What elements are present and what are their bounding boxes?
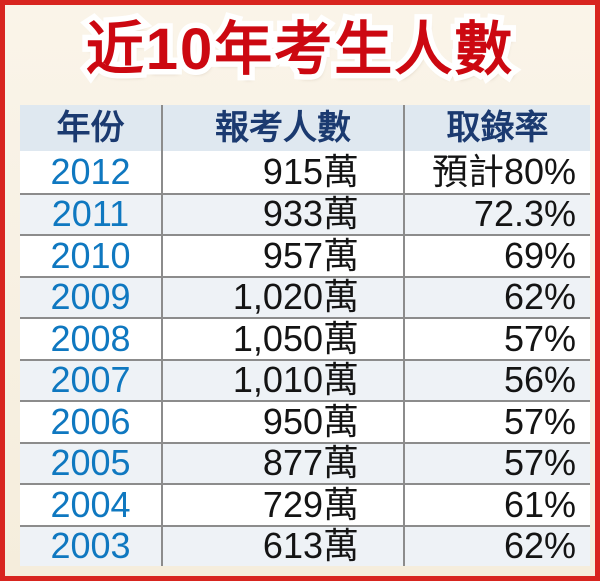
- applicants-cell: 957萬: [163, 236, 405, 276]
- table-row: 2009 1,020萬 62%: [20, 275, 590, 318]
- header-applicants: 報考人數: [163, 105, 405, 151]
- year-cell: 2010: [20, 236, 163, 276]
- candidates-table: 年份 報考人數 取錄率 2012 915萬 預計80% 2011 933萬 72…: [20, 105, 590, 566]
- applicants-cell: 613萬: [163, 526, 405, 566]
- page-title: 近10年考生人數: [5, 11, 595, 90]
- year-cell: 2004: [20, 485, 163, 525]
- applicants-cell: 877萬: [163, 443, 405, 483]
- year-cell: 2009: [20, 277, 163, 317]
- applicants-cell: 933萬: [163, 194, 405, 234]
- year-cell: 2003: [20, 526, 163, 566]
- table-row: 2010 957萬 69%: [20, 234, 590, 276]
- year-cell: 2012: [20, 151, 163, 193]
- applicants-cell: 1,020萬: [163, 277, 405, 317]
- year-cell: 2006: [20, 402, 163, 442]
- rate-cell: 61%: [503, 483, 576, 525]
- header-year: 年份: [20, 105, 163, 151]
- table-row: 2012 915萬 預計80%: [20, 151, 590, 193]
- table-row: 2008 1,050萬 57%: [20, 317, 590, 359]
- rate-cell: 56%: [503, 359, 576, 401]
- table-header-row: 年份 報考人數 取錄率: [20, 105, 590, 151]
- rate-cell: 62%: [503, 525, 576, 567]
- table-row: 2004 729萬 61%: [20, 483, 590, 525]
- rate-cell: 72.3%: [473, 193, 576, 235]
- applicants-cell: 950萬: [163, 402, 405, 442]
- header-rate: 取錄率: [446, 109, 549, 147]
- year-cell: 2005: [20, 443, 163, 483]
- rate-cell: 57%: [503, 400, 576, 442]
- rate-cell: 57%: [503, 442, 576, 484]
- table-row: 2011 933萬 72.3%: [20, 192, 590, 235]
- rate-cell: 62%: [503, 276, 576, 318]
- table-row: 2007 1,010萬 56%: [20, 358, 590, 401]
- year-cell: 2008: [20, 319, 163, 359]
- year-cell: 2007: [20, 360, 163, 400]
- rate-cell: 57%: [503, 317, 576, 359]
- table-row: 2006 950萬 57%: [20, 400, 590, 442]
- rate-cell: 預計80%: [431, 150, 576, 192]
- rate-cell: 69%: [503, 234, 576, 276]
- applicants-cell: 729萬: [163, 485, 405, 525]
- applicants-cell: 1,010萬: [163, 360, 405, 400]
- year-cell: 2011: [20, 194, 163, 234]
- applicants-cell: 915萬: [163, 151, 405, 193]
- table-row: 2003 613萬 62%: [20, 524, 590, 567]
- table-row: 2005 877萬 57%: [20, 441, 590, 484]
- applicants-cell: 1,050萬: [163, 319, 405, 359]
